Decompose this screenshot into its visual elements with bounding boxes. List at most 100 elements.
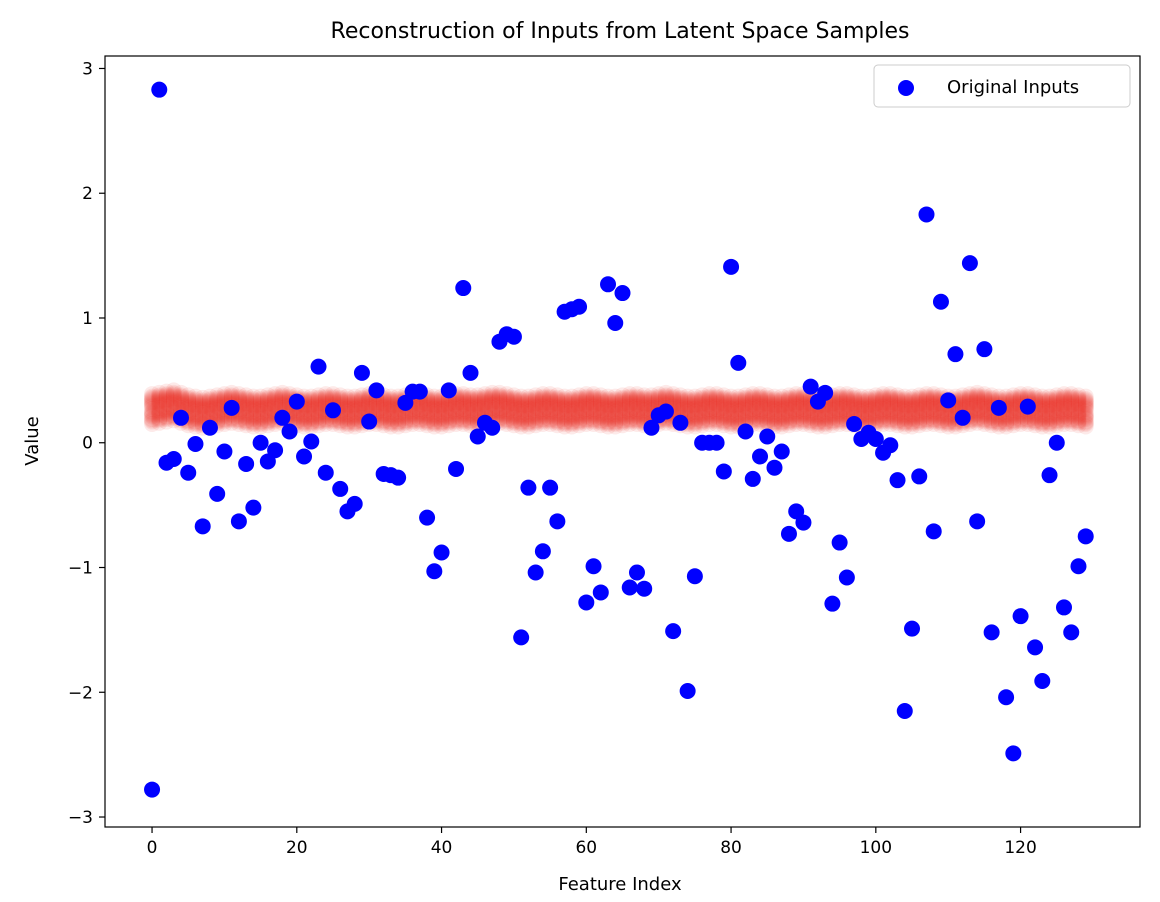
reconstruction-point [672,398,689,415]
reconstruction-point [759,391,776,408]
reconstruction-point [759,414,776,431]
reconstruction-point [737,407,754,424]
reconstruction-point [469,389,486,406]
reconstruction-point [788,394,805,411]
reconstruction-point [585,406,602,423]
reconstruction-point [628,397,645,414]
reconstruction-point [303,394,320,411]
reconstruction-point [346,406,363,423]
original-input-point [961,255,978,272]
reconstruction-point [534,408,551,425]
reconstruction-point [636,393,653,410]
reconstruction-point [918,416,935,433]
reconstruction-point [180,394,197,411]
reconstruction-point [267,397,284,414]
reconstruction-point [194,393,211,410]
reconstruction-point [730,388,747,405]
reconstruction-point [737,409,754,426]
reconstruction-point [925,386,942,403]
reconstruction-point [838,398,855,415]
reconstruction-point [1070,412,1087,429]
reconstruction-point [563,398,580,415]
reconstruction-point [838,389,855,406]
reconstruction-point [780,392,797,409]
reconstruction-point [484,394,501,411]
reconstruction-point [542,398,559,415]
reconstruction-point [614,414,631,431]
reconstruction-point [715,406,732,423]
reconstruction-point [592,393,609,410]
reconstruction-point [426,397,443,414]
reconstruction-point [759,412,776,429]
reconstruction-point [527,393,544,410]
reconstruction-point [578,394,595,411]
reconstruction-point [932,413,949,430]
reconstruction-point [614,412,631,429]
reconstruction-point [701,394,718,411]
reconstruction-point [737,404,754,421]
reconstruction-point [773,406,790,423]
reconstruction-point [339,416,356,433]
reconstruction-point [925,397,942,414]
reconstruction-point [520,397,537,414]
original-input-point [1019,398,1036,415]
reconstruction-point [397,414,414,431]
reconstruction-point [173,387,189,404]
reconstruction-point [520,408,537,425]
reconstruction-point [780,417,797,434]
reconstruction-point [1034,399,1051,416]
reconstruction-point [665,389,682,406]
reconstruction-point [1063,411,1080,428]
reconstruction-point [867,391,884,408]
reconstruction-point [969,403,986,420]
reconstruction-point [896,409,913,426]
reconstruction-point [578,398,595,415]
reconstruction-point [795,392,812,409]
reconstruction-point [686,407,703,424]
reconstruction-point [310,404,327,421]
reconstruction-point [201,394,218,411]
reconstruction-point [679,394,696,411]
reconstruction-point [520,403,537,420]
reconstruction-point [831,389,848,406]
reconstruction-point [505,397,522,414]
original-input-point [607,314,624,331]
reconstruction-point [766,399,783,416]
reconstruction-point [824,412,841,429]
reconstruction-point [259,387,276,404]
reconstruction-point [491,394,508,411]
reconstruction-point [187,396,204,413]
reconstruction-point [867,409,884,426]
reconstruction-point [723,409,740,426]
reconstruction-point [918,403,935,420]
reconstruction-point [368,396,385,413]
original-input-point [744,470,761,487]
reconstruction-point [296,414,313,431]
original-input-point [1048,434,1065,451]
reconstruction-point [795,394,812,411]
reconstruction-point [151,414,168,431]
reconstruction-point [1077,403,1094,420]
reconstruction-point [419,406,436,423]
original-input-point [296,448,313,465]
reconstruction-point [889,407,906,424]
reconstruction-point [628,408,645,425]
reconstruction-point [151,391,168,408]
reconstruction-point [665,391,682,408]
reconstruction-point [896,392,913,409]
reconstruction-point [578,389,595,406]
reconstruction-point [896,413,913,430]
reconstruction-point [621,391,638,408]
reconstruction-point [889,414,906,431]
reconstruction-point [925,392,942,409]
reconstruction-point [607,413,624,430]
reconstruction-point [628,398,645,415]
reconstruction-point [563,394,580,411]
reconstruction-point [925,413,942,430]
reconstruction-point [737,396,754,413]
reconstruction-point [375,414,392,431]
reconstruction-point [1048,402,1065,419]
reconstruction-point [448,407,465,424]
reconstruction-point [686,411,703,428]
reconstruction-point [904,392,921,409]
